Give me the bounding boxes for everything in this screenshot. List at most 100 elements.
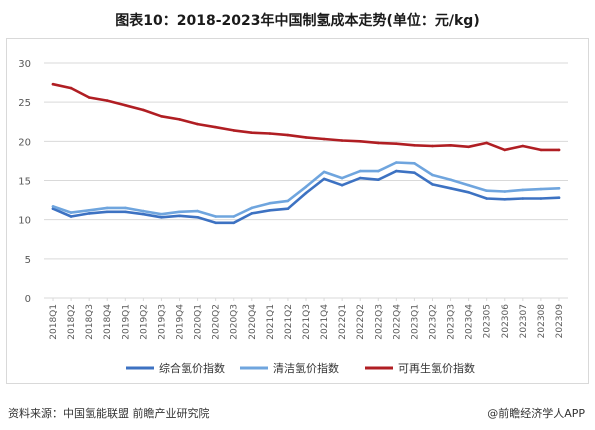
x-tick-label: 2021Q4 (320, 304, 330, 340)
data-point-s3 (142, 108, 145, 112)
data-point-s2 (539, 187, 543, 191)
data-point-s1 (557, 196, 561, 199)
data-point-s1 (214, 221, 217, 225)
data-point-s2 (467, 183, 470, 187)
x-tick-label: 2020Q2 (212, 304, 222, 340)
x-tick-label: 202307 (519, 304, 529, 338)
y-tick-label: 0 (25, 294, 31, 305)
x-tick-label: 2021Q2 (284, 304, 294, 340)
data-point-s3 (340, 139, 344, 142)
x-tick-label: 2023Q4 (465, 304, 475, 340)
x-tick-label: 2018Q1 (49, 304, 59, 340)
data-point-s2 (431, 173, 434, 177)
data-point-s1 (304, 191, 308, 195)
data-point-s1 (51, 207, 55, 210)
data-point-s2 (268, 201, 272, 205)
x-tick-label: 2018Q2 (67, 304, 77, 340)
data-point-s3 (87, 96, 91, 99)
x-tick-label: 2021Q1 (266, 304, 276, 340)
data-point-s1 (160, 216, 163, 219)
data-point-s2 (69, 211, 73, 214)
data-point-s3 (322, 137, 326, 141)
data-point-s1 (340, 183, 344, 187)
x-tick-label: 2019Q2 (139, 304, 149, 340)
data-point-s2 (557, 187, 561, 190)
data-point-s3 (521, 144, 525, 148)
y-tick-label: 10 (18, 216, 31, 227)
data-point-s2 (485, 189, 489, 192)
y-tick-label: 5 (25, 255, 31, 266)
x-tick-label: 2023Q2 (428, 304, 438, 340)
chart-title: 图表10：2018-2023年中国制氢成本走势(单位：元/kg) (115, 13, 480, 29)
series-line-3 (51, 82, 561, 152)
data-point-s1 (521, 197, 525, 200)
data-point-s1 (503, 198, 507, 201)
data-point-s2 (377, 169, 380, 173)
data-point-s3 (395, 142, 398, 145)
data-point-s3 (557, 148, 561, 152)
data-point-s2 (503, 190, 507, 193)
data-point-s1 (105, 210, 109, 214)
data-point-s3 (124, 104, 127, 107)
series-line-1 (51, 169, 561, 225)
y-tick-label: 30 (18, 59, 31, 70)
data-point-s2 (358, 169, 362, 173)
data-point-s3 (467, 145, 470, 149)
legend-label-3: 可再生氢价指数 (398, 361, 475, 375)
x-tick-label: 2021Q3 (302, 304, 312, 340)
data-point-s1 (431, 183, 434, 186)
data-point-s2 (340, 176, 344, 180)
x-tick-label: 202309 (555, 304, 565, 339)
y-tick-label: 15 (18, 177, 31, 188)
x-tick-label: 2019Q4 (176, 304, 186, 340)
data-point-s1 (124, 210, 127, 214)
brand-credit: @前瞻经济学人APP (487, 407, 585, 420)
data-point-s3 (503, 148, 507, 152)
x-tick-label: 202308 (537, 304, 547, 339)
data-point-s2 (232, 215, 235, 218)
data-point-s3 (539, 148, 543, 152)
data-point-s1 (539, 197, 543, 200)
source-note: 资料来源：中国氢能联盟 前瞻产业研究院 (8, 407, 210, 420)
data-point-s1 (358, 176, 362, 180)
data-point-s2 (105, 206, 109, 210)
data-point-s1 (413, 171, 416, 174)
data-point-s1 (322, 177, 326, 181)
data-point-s3 (268, 132, 272, 135)
data-point-s3 (377, 141, 380, 145)
data-point-s1 (449, 187, 452, 190)
x-tick-label: 202305 (483, 304, 493, 338)
data-point-s3 (485, 141, 489, 145)
data-point-s1 (250, 212, 254, 215)
data-point-s3 (449, 144, 452, 147)
data-point-s1 (69, 215, 73, 218)
data-point-s3 (51, 82, 55, 86)
data-point-s3 (196, 122, 199, 126)
x-tick-label: 2020Q4 (248, 304, 258, 340)
data-point-s3 (105, 99, 109, 102)
series-line-2 (51, 161, 561, 218)
data-point-s3 (160, 115, 163, 118)
x-tick-label: 2023Q1 (410, 304, 420, 340)
data-point-s2 (395, 161, 398, 164)
x-tick-label: 2022Q3 (374, 304, 384, 340)
x-tick-label: 202306 (501, 304, 511, 339)
chart-frame (6, 38, 589, 384)
data-point-s1 (485, 197, 489, 200)
data-point-s3 (214, 125, 217, 129)
data-point-s3 (178, 118, 181, 121)
data-point-s2 (286, 199, 290, 203)
data-point-s3 (358, 140, 362, 143)
data-point-s2 (449, 178, 452, 181)
data-point-s2 (521, 188, 525, 192)
x-tick-label: 2020Q3 (230, 304, 240, 340)
line-chart: 0 5 10 15 20 25 30 2018Q1 2018Q2 2018Q3 2018Q4 2019… (18, 59, 568, 375)
data-point-s2 (160, 212, 163, 216)
data-point-s3 (69, 86, 73, 90)
x-tick-label: 2023Q3 (447, 304, 457, 340)
data-point-s3 (413, 144, 416, 147)
x-tick-label: 2019Q1 (121, 304, 131, 340)
data-point-s1 (395, 169, 398, 173)
data-point-s2 (322, 170, 326, 174)
y-tick-label: 20 (18, 137, 31, 148)
